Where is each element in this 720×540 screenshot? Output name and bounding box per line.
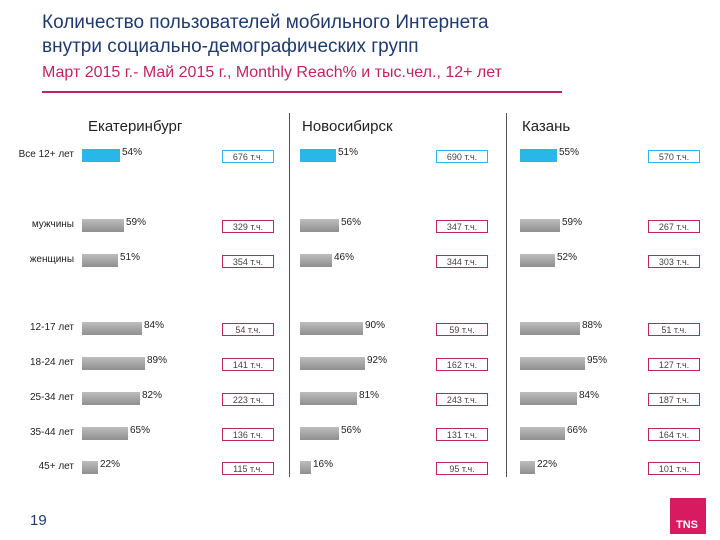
bar-value-label: 95% bbox=[587, 355, 608, 366]
column-divider bbox=[289, 113, 290, 477]
bar-value-label: 81% bbox=[359, 390, 380, 401]
bar bbox=[300, 427, 339, 440]
count-box: 162 т.ч. bbox=[436, 358, 488, 371]
tns-logo: TNS bbox=[670, 498, 706, 534]
bar bbox=[82, 392, 140, 405]
bar-value-label: 59% bbox=[562, 217, 583, 228]
page-subtitle: Март 2015 г.- Май 2015 г., Monthly Reach… bbox=[42, 64, 502, 81]
bar-value-label: 16% bbox=[313, 459, 334, 470]
count-box: 303 т.ч. bbox=[648, 255, 700, 268]
count-box: 570 т.ч. bbox=[648, 150, 700, 163]
page-title-line-1: Количество пользователей мобильного Инте… bbox=[42, 12, 489, 33]
bar-value-label: 22% bbox=[537, 459, 558, 470]
bar-value-label: 56% bbox=[341, 217, 362, 228]
count-box: 127 т.ч. bbox=[648, 358, 700, 371]
series-header: Казань bbox=[522, 118, 571, 135]
count-box: 164 т.ч. bbox=[648, 428, 700, 441]
bar bbox=[300, 149, 336, 162]
category-label: мужчины bbox=[31, 219, 74, 230]
bar-value-label: 89% bbox=[147, 355, 168, 366]
bar bbox=[300, 219, 339, 232]
count-box: 329 т.ч. bbox=[222, 220, 274, 233]
bar-value-label: 51% bbox=[338, 147, 359, 158]
category-label: женщины bbox=[29, 254, 74, 265]
count-box: 95 т.ч. bbox=[436, 462, 488, 475]
bar bbox=[520, 427, 565, 440]
bar-value-label: 92% bbox=[367, 355, 388, 366]
bar bbox=[300, 357, 365, 370]
column-divider bbox=[506, 113, 507, 477]
bar-value-label: 66% bbox=[567, 425, 588, 436]
count-box: 115 т.ч. bbox=[222, 462, 274, 475]
count-box: 344 т.ч. bbox=[436, 255, 488, 268]
bar-value-label: 56% bbox=[341, 425, 362, 436]
bar bbox=[520, 357, 585, 370]
bar bbox=[82, 427, 128, 440]
tns-logo-text: TNS bbox=[676, 519, 698, 531]
bar bbox=[520, 392, 577, 405]
count-box: 54 т.ч. bbox=[222, 323, 274, 336]
page-number: 19 bbox=[30, 512, 47, 529]
count-box: 347 т.ч. bbox=[436, 220, 488, 233]
series-header: Екатеринбург bbox=[88, 118, 183, 135]
bar bbox=[520, 322, 580, 335]
bar-value-label: 65% bbox=[130, 425, 151, 436]
bar-value-label: 54% bbox=[122, 147, 143, 158]
bar bbox=[300, 322, 363, 335]
count-box: 59 т.ч. bbox=[436, 323, 488, 336]
count-box: 223 т.ч. bbox=[222, 393, 274, 406]
bar bbox=[520, 219, 560, 232]
category-label: 45+ лет bbox=[38, 461, 74, 472]
bar bbox=[82, 219, 124, 232]
count-box: 187 т.ч. bbox=[648, 393, 700, 406]
count-box: 141 т.ч. bbox=[222, 358, 274, 371]
page-title-line-2: внутри социально-демографических групп bbox=[42, 36, 419, 57]
bar-value-label: 84% bbox=[579, 390, 600, 401]
bar bbox=[82, 322, 142, 335]
bar bbox=[520, 149, 557, 162]
bar bbox=[82, 254, 118, 267]
bar-value-label: 51% bbox=[120, 252, 141, 263]
count-box: 136 т.ч. bbox=[222, 428, 274, 441]
bar-value-label: 46% bbox=[334, 252, 355, 263]
bar-value-label: 59% bbox=[126, 217, 147, 228]
title-underline bbox=[42, 91, 562, 93]
bar-value-label: 88% bbox=[582, 320, 603, 331]
bar-value-label: 55% bbox=[559, 147, 580, 158]
count-box: 690 т.ч. bbox=[436, 150, 488, 163]
count-box: 51 т.ч. bbox=[648, 323, 700, 336]
bar bbox=[82, 149, 120, 162]
bar-value-label: 90% bbox=[365, 320, 386, 331]
bar bbox=[520, 461, 535, 474]
category-label: Все 12+ лет bbox=[18, 149, 74, 160]
bar bbox=[520, 254, 555, 267]
count-box: 243 т.ч. bbox=[436, 393, 488, 406]
bar bbox=[300, 254, 332, 267]
series-header: Новосибирск bbox=[302, 118, 393, 135]
count-box: 676 т.ч. bbox=[222, 150, 274, 163]
count-box: 131 т.ч. bbox=[436, 428, 488, 441]
bar bbox=[300, 392, 357, 405]
category-label: 12-17 лет bbox=[30, 322, 74, 333]
count-box: 267 т.ч. bbox=[648, 220, 700, 233]
category-label: 35-44 лет bbox=[30, 427, 74, 438]
bar-value-label: 52% bbox=[557, 252, 578, 263]
bar bbox=[300, 461, 311, 474]
bar bbox=[82, 461, 98, 474]
bar-value-label: 84% bbox=[144, 320, 165, 331]
category-label: 25-34 лет bbox=[30, 392, 74, 403]
count-box: 101 т.ч. bbox=[648, 462, 700, 475]
bar bbox=[82, 357, 145, 370]
category-label: 18-24 лет bbox=[30, 357, 74, 368]
bar-value-label: 22% bbox=[100, 459, 121, 470]
count-box: 354 т.ч. bbox=[222, 255, 274, 268]
bar-value-label: 82% bbox=[142, 390, 163, 401]
